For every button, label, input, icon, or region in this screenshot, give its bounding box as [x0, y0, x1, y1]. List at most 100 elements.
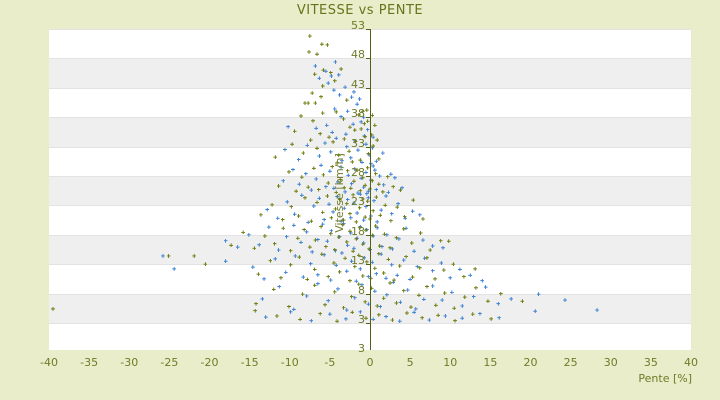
data-point [361, 241, 366, 246]
data-point [310, 91, 315, 96]
data-point [405, 288, 410, 293]
data-point [433, 276, 437, 281]
data-point [375, 138, 380, 143]
data-point [305, 143, 310, 148]
data-point [350, 310, 355, 315]
data-point [386, 257, 391, 262]
data-point [346, 173, 351, 178]
data-point [290, 142, 295, 147]
data-point [288, 309, 293, 314]
y-tick-label: 38 [351, 107, 365, 121]
data-point [329, 215, 334, 220]
data-point [389, 262, 394, 267]
data-point [348, 215, 353, 220]
data-point [351, 89, 356, 94]
data-point [372, 198, 376, 203]
y-tick-label: 8 [358, 283, 365, 297]
data-point [375, 219, 380, 224]
data-point [433, 303, 438, 308]
data-point [355, 148, 360, 153]
data-point [335, 286, 340, 291]
data-point [315, 281, 320, 286]
data-point [509, 296, 514, 301]
data-point [360, 273, 365, 278]
x-axis-title: Pente [%] [638, 372, 692, 385]
data-point [371, 144, 376, 148]
data-point [335, 319, 340, 324]
data-point [388, 172, 393, 177]
y-axis-line [370, 29, 371, 350]
data-point [394, 235, 399, 240]
data-point [361, 115, 366, 120]
data-point [352, 128, 357, 133]
data-point [273, 155, 278, 160]
data-point [353, 139, 358, 144]
data-point [297, 182, 302, 187]
data-point [223, 259, 228, 264]
data-point [263, 315, 268, 320]
data-point [288, 262, 293, 267]
data-point [337, 92, 342, 97]
data-point [331, 139, 336, 144]
data-point [331, 209, 336, 214]
data-point [363, 142, 368, 147]
data-point [388, 281, 393, 286]
data-point [376, 312, 381, 317]
data-point [241, 230, 246, 235]
data-point [223, 238, 228, 243]
data-point [286, 169, 291, 174]
data-point [424, 284, 429, 289]
data-point [254, 301, 259, 306]
data-point [430, 243, 435, 248]
data-point [362, 255, 367, 260]
data-point [369, 132, 374, 137]
y-tick-label: 23 [351, 195, 365, 209]
data-point [422, 256, 427, 261]
data-point [275, 216, 280, 221]
data-point [292, 212, 297, 217]
data-point [328, 149, 333, 154]
data-point [442, 291, 447, 295]
data-point [440, 298, 445, 303]
data-point [391, 184, 396, 189]
data-point [323, 302, 328, 307]
data-point [373, 223, 378, 228]
data-point [312, 283, 317, 288]
y-tick-label: 18 [351, 224, 365, 238]
data-point [473, 266, 478, 271]
data-point [352, 264, 357, 269]
data-point [363, 134, 368, 139]
data-point [320, 210, 325, 215]
data-point [370, 113, 375, 118]
data-point [337, 269, 342, 274]
data-point [449, 290, 454, 295]
y-axis-tick [366, 234, 370, 236]
data-point [361, 218, 366, 223]
data-point [370, 145, 375, 150]
data-point [371, 135, 376, 140]
data-point [373, 171, 378, 176]
data-point [489, 316, 494, 321]
data-point [235, 245, 240, 250]
y-tick-label: 43 [351, 77, 365, 91]
data-point [446, 239, 451, 244]
data-point [358, 224, 363, 229]
y-axis-min-label: 3 [358, 342, 365, 355]
data-point [336, 153, 341, 158]
data-point [390, 318, 395, 323]
data-point [299, 175, 304, 180]
data-point [331, 186, 336, 191]
data-point [335, 179, 340, 184]
data-point [327, 135, 332, 140]
data-point [335, 194, 340, 199]
data-point [374, 271, 379, 276]
data-point [470, 312, 475, 317]
data-point [428, 248, 433, 253]
data-point [383, 203, 388, 208]
data-point [388, 218, 393, 223]
data-point [325, 193, 330, 198]
data-point [404, 226, 409, 231]
data-point [280, 217, 285, 222]
data-point [302, 101, 307, 106]
data-point [268, 258, 273, 263]
